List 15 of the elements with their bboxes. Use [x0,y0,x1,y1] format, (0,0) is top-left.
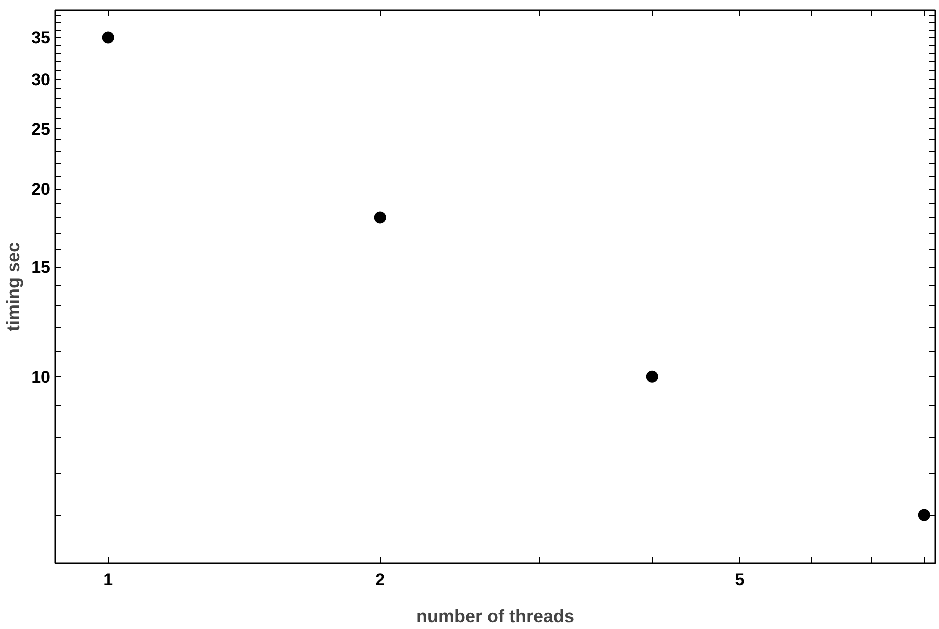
x-axis-title: number of threads [416,606,575,626]
point [102,32,114,44]
y-tick-label: 25 [32,120,51,139]
x-tick-label: 5 [735,570,745,590]
x-tick-label: 2 [376,570,386,590]
y-tick-label: 10 [32,368,51,387]
y-tick-label: 30 [32,70,51,90]
point [646,370,658,383]
x-tick-label: 1 [104,570,114,590]
y-tick-label: 20 [32,180,51,200]
point [918,509,930,522]
y-axis-title: timing sec [4,242,24,332]
point [374,212,386,224]
y-tick-label: 15 [32,258,51,278]
y-tick-label: 35 [32,28,51,48]
